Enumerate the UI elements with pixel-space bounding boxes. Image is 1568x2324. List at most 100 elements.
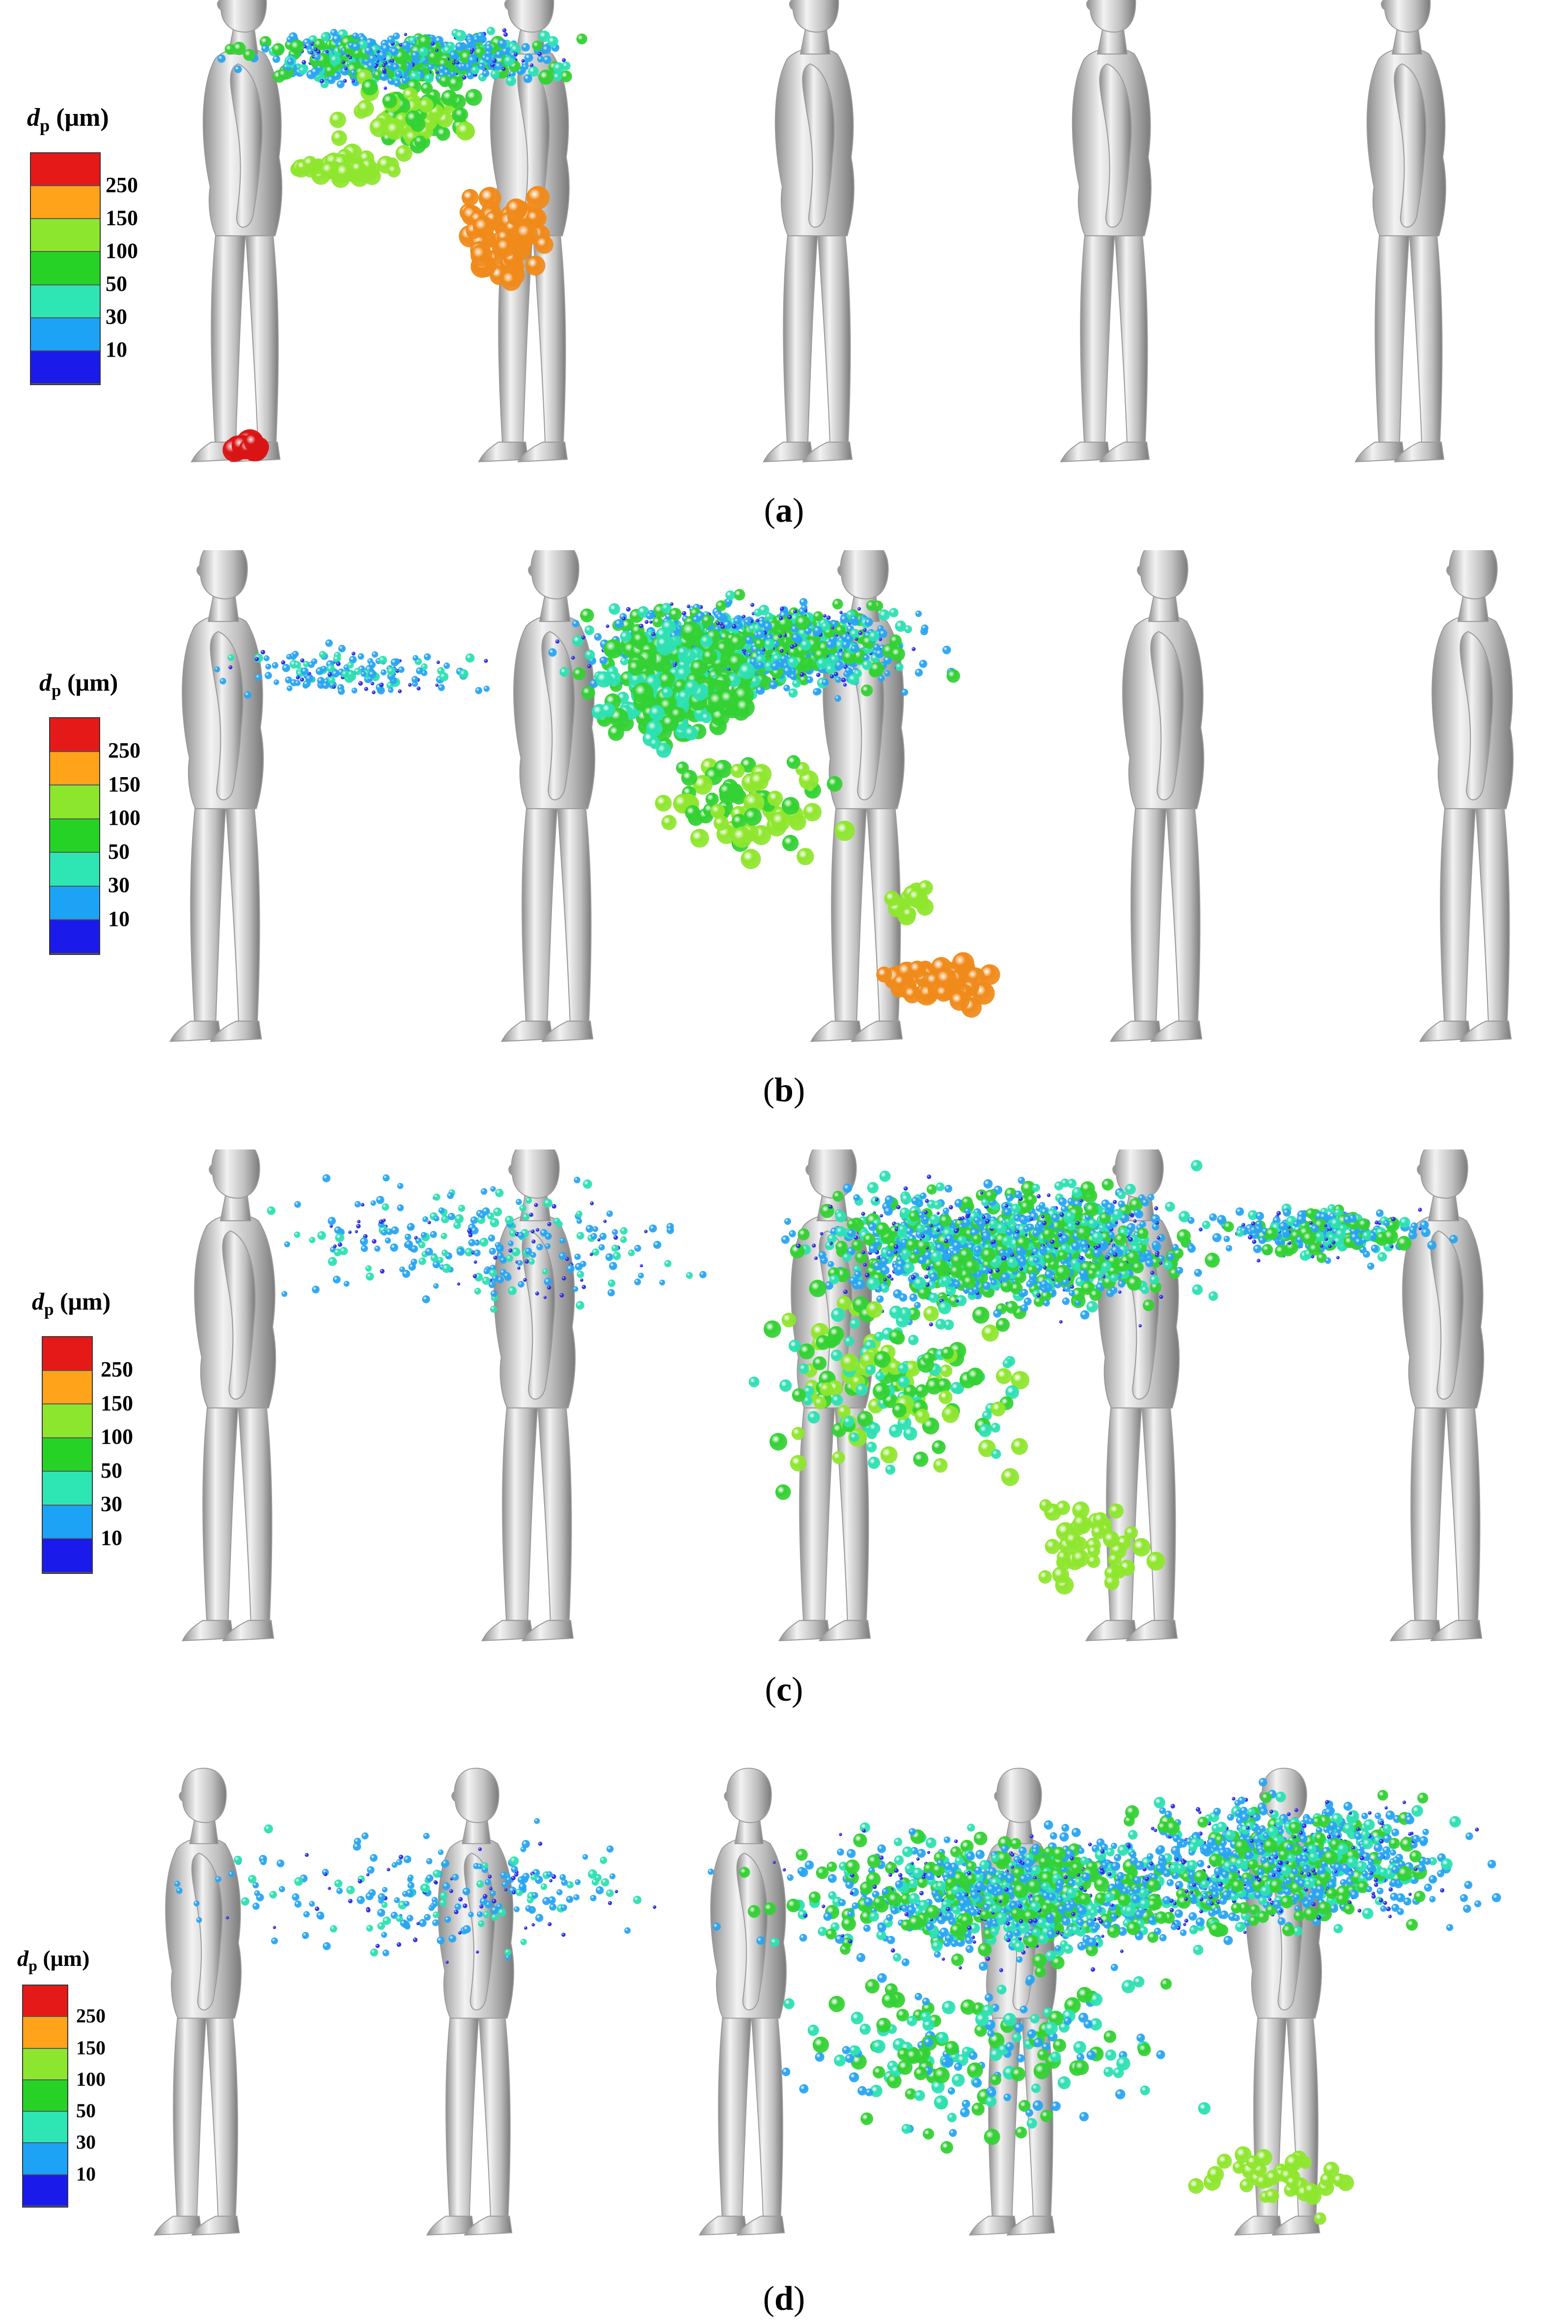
droplet (581, 635, 585, 640)
droplet (1176, 1266, 1183, 1274)
legend-tick-label: 50 (76, 2100, 96, 2122)
droplet (439, 1899, 447, 1907)
droplet (1399, 1217, 1410, 1228)
droplet (692, 616, 700, 624)
legend-tick-label: 100 (76, 2068, 106, 2090)
droplet (382, 68, 386, 73)
droplet (577, 1270, 584, 1278)
mannequin (1109, 550, 1205, 1042)
droplet (336, 1887, 343, 1894)
droplet (470, 244, 493, 267)
droplet (868, 1222, 877, 1231)
droplet (365, 1265, 372, 1272)
scene-d (153, 1767, 1501, 2236)
droplet (837, 1296, 852, 1311)
droplet (263, 655, 270, 662)
droplet (1029, 1272, 1037, 1281)
droplet (538, 1841, 543, 1846)
droplet (1059, 1212, 1064, 1217)
legend-tick-label: 250 (76, 2005, 106, 2027)
droplet (478, 1847, 482, 1851)
droplet (778, 634, 782, 638)
droplet (918, 1211, 925, 1219)
droplet (443, 69, 451, 76)
droplet (461, 189, 479, 206)
droplet (1155, 1221, 1159, 1225)
droplet (1005, 1385, 1019, 1400)
droplet (981, 1324, 999, 1342)
droplet (334, 1226, 342, 1234)
droplet (864, 618, 873, 627)
droplet (473, 1249, 481, 1257)
droplet (854, 1251, 867, 1264)
droplet (1128, 1213, 1133, 1217)
droplet (372, 690, 376, 695)
droplet (244, 432, 264, 452)
droplet (432, 1919, 440, 1927)
droplet (993, 1309, 1002, 1318)
droplet (843, 1416, 854, 1428)
droplet (551, 1874, 556, 1879)
droplet (473, 216, 495, 238)
droplet (364, 687, 368, 691)
droplet (935, 1318, 946, 1330)
droplet (1375, 1209, 1384, 1217)
droplet (1354, 1237, 1363, 1246)
droplet (518, 1281, 524, 1288)
droplet (264, 672, 272, 679)
droplet (515, 1888, 523, 1896)
droplet (348, 1899, 353, 1904)
droplet (380, 72, 389, 81)
droplet (903, 1427, 917, 1441)
droplet (521, 59, 525, 63)
droplet (426, 1858, 433, 1865)
droplet (294, 1901, 302, 1908)
droplet (792, 679, 801, 688)
droplet (528, 1258, 535, 1265)
droplet (954, 1199, 963, 1208)
droplet (414, 135, 426, 148)
droplet (1420, 1220, 1429, 1230)
droplet (1071, 1241, 1081, 1251)
droplet (1252, 1239, 1257, 1244)
droplet (1311, 1255, 1315, 1259)
droplet (1383, 1220, 1390, 1227)
droplet (976, 1189, 988, 1201)
droplet (261, 44, 270, 53)
droplet (765, 612, 773, 621)
droplet (302, 60, 306, 65)
droplet (758, 619, 766, 628)
legend-tick-label: 10 (108, 907, 130, 931)
droplet (1306, 1208, 1317, 1219)
droplet (952, 1241, 962, 1250)
droplet (1132, 1538, 1151, 1557)
droplet (580, 1278, 583, 1282)
droplet (369, 117, 389, 138)
droplet (440, 1232, 447, 1239)
legend-swatch (31, 219, 100, 252)
droplet (1114, 1233, 1127, 1246)
droplet (592, 1226, 599, 1232)
droplet (890, 1277, 894, 1281)
legend-tick-label: 150 (106, 205, 138, 230)
droplet (519, 1204, 526, 1212)
droplet (852, 1239, 863, 1251)
droplet (441, 89, 458, 106)
droplet (508, 1248, 513, 1253)
scene-c (181, 1149, 1485, 1642)
droplet (1041, 1290, 1052, 1302)
droplet (281, 660, 286, 665)
droplet (816, 1335, 831, 1350)
droplet (531, 1892, 539, 1899)
droplet (922, 1225, 932, 1235)
droplet (849, 1276, 857, 1285)
droplet (900, 1207, 910, 1218)
droplet (855, 1383, 868, 1396)
droplet (581, 686, 595, 700)
droplet (397, 1204, 404, 1211)
droplet (889, 608, 899, 617)
droplet (982, 1281, 991, 1290)
droplet (871, 1196, 880, 1206)
droplet (661, 714, 679, 732)
droplet (538, 69, 554, 85)
